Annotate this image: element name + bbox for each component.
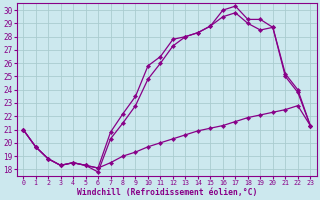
- X-axis label: Windchill (Refroidissement éolien,°C): Windchill (Refroidissement éolien,°C): [76, 188, 257, 197]
